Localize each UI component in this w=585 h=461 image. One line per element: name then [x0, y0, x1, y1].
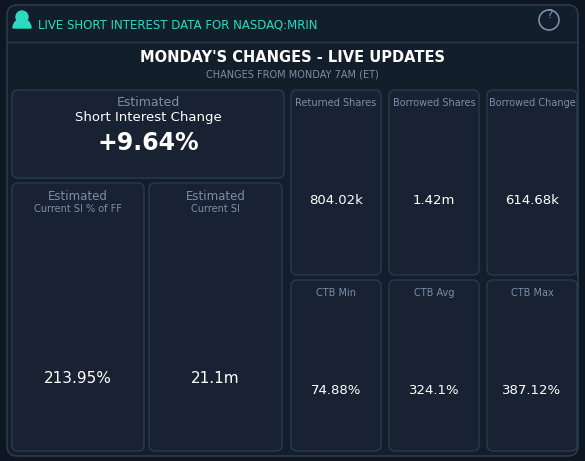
Text: Returned Shares: Returned Shares — [295, 98, 377, 108]
Text: CTB Max: CTB Max — [511, 288, 553, 298]
Text: CTB Min: CTB Min — [316, 288, 356, 298]
Text: CTB Avg: CTB Avg — [414, 288, 454, 298]
Text: CHANGES FROM MONDAY 7AM (ET): CHANGES FROM MONDAY 7AM (ET) — [205, 70, 378, 80]
FancyBboxPatch shape — [389, 280, 479, 451]
FancyBboxPatch shape — [12, 90, 284, 178]
Text: 324.1%: 324.1% — [409, 384, 459, 396]
Text: Short Interest Change: Short Interest Change — [75, 112, 221, 124]
Text: Borrowed Shares: Borrowed Shares — [393, 98, 475, 108]
FancyBboxPatch shape — [291, 90, 381, 275]
Text: 804.02k: 804.02k — [309, 194, 363, 207]
Text: 213.95%: 213.95% — [44, 371, 112, 385]
Text: +9.64%: +9.64% — [97, 131, 199, 155]
Text: LIVE SHORT INTEREST DATA FOR NASDAQ:MRIN: LIVE SHORT INTEREST DATA FOR NASDAQ:MRIN — [38, 18, 318, 31]
Text: 1.42m: 1.42m — [413, 194, 455, 207]
Wedge shape — [13, 19, 31, 28]
Text: Borrowed Change: Borrowed Change — [488, 98, 576, 108]
FancyBboxPatch shape — [291, 280, 381, 451]
FancyBboxPatch shape — [149, 183, 282, 451]
FancyBboxPatch shape — [7, 5, 578, 456]
FancyBboxPatch shape — [487, 90, 577, 275]
FancyBboxPatch shape — [487, 280, 577, 451]
Text: 74.88%: 74.88% — [311, 384, 361, 396]
Text: Estimated: Estimated — [116, 95, 180, 108]
FancyBboxPatch shape — [389, 90, 479, 275]
FancyBboxPatch shape — [12, 183, 144, 451]
Text: Estimated: Estimated — [48, 189, 108, 202]
Text: Estimated: Estimated — [185, 189, 246, 202]
Text: ?: ? — [546, 8, 552, 22]
Text: MONDAY'S CHANGES - LIVE UPDATES: MONDAY'S CHANGES - LIVE UPDATES — [139, 51, 445, 65]
Text: Current SI % of FF: Current SI % of FF — [34, 204, 122, 214]
Text: Current SI: Current SI — [191, 204, 240, 214]
Text: 614.68k: 614.68k — [505, 194, 559, 207]
Text: 387.12%: 387.12% — [503, 384, 562, 396]
Circle shape — [16, 11, 28, 23]
Text: 21.1m: 21.1m — [191, 371, 240, 385]
